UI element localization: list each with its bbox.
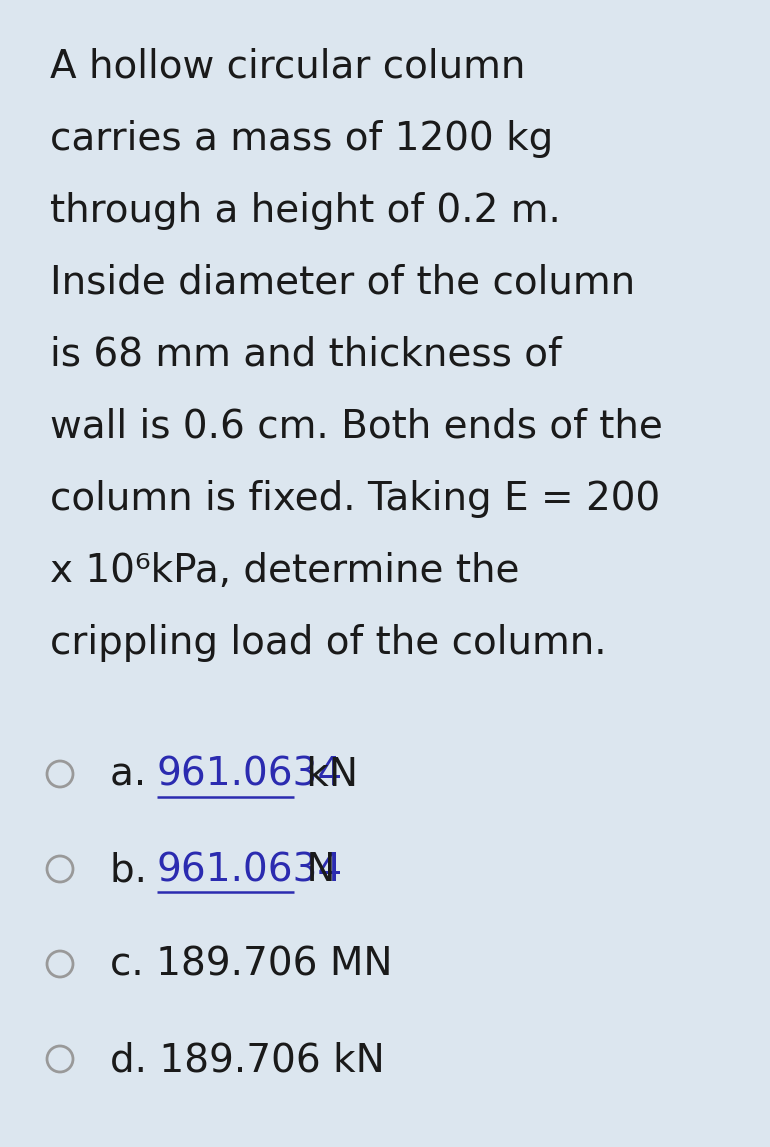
Text: wall is 0.6 cm. Both ends of the: wall is 0.6 cm. Both ends of the: [50, 408, 663, 446]
Text: 961.0634: 961.0634: [156, 756, 343, 794]
Text: c. 189.706 MN: c. 189.706 MN: [110, 946, 393, 984]
Text: crippling load of the column.: crippling load of the column.: [50, 624, 607, 662]
Text: a.: a.: [110, 756, 159, 794]
Text: column is fixed. Taking E = 200: column is fixed. Taking E = 200: [50, 479, 660, 518]
Text: b.: b.: [110, 851, 159, 889]
Text: is 68 mm and thickness of: is 68 mm and thickness of: [50, 336, 562, 374]
Text: d. 189.706 kN: d. 189.706 kN: [110, 1041, 385, 1079]
Text: through a height of 0.2 m.: through a height of 0.2 m.: [50, 192, 561, 231]
Text: kN: kN: [294, 756, 358, 794]
Text: A hollow circular column: A hollow circular column: [50, 48, 525, 86]
Text: 961.0634: 961.0634: [156, 851, 343, 889]
Text: carries a mass of 1200 kg: carries a mass of 1200 kg: [50, 120, 554, 158]
Text: N: N: [294, 851, 336, 889]
Text: x 10⁶kPa, determine the: x 10⁶kPa, determine the: [50, 552, 520, 590]
Text: Inside diameter of the column: Inside diameter of the column: [50, 264, 635, 302]
